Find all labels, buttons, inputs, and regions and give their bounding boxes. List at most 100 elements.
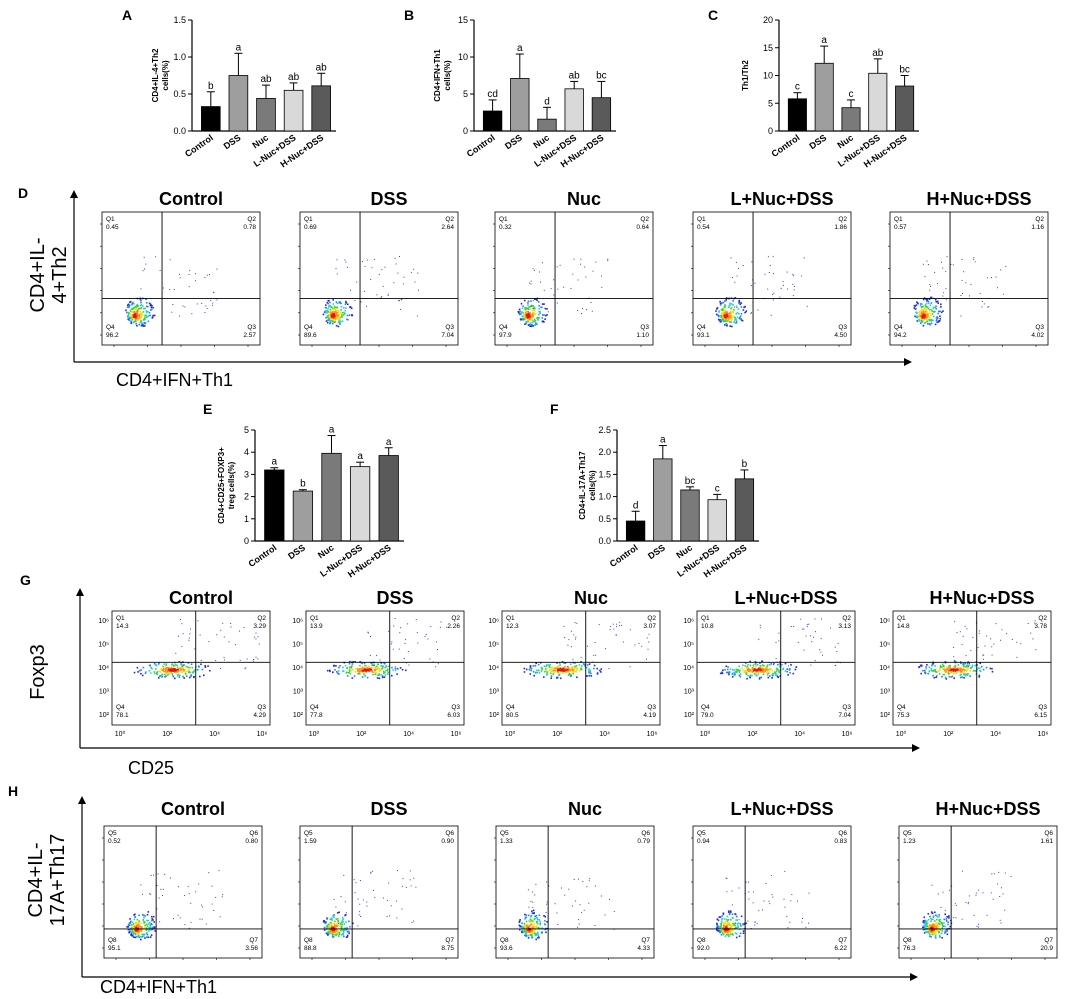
event-dot	[330, 923, 333, 926]
event-dot	[768, 664, 771, 666]
event-dot	[335, 301, 338, 303]
y-axis-label-line: cells(%)	[588, 470, 597, 501]
event-dot	[737, 922, 740, 924]
event-dot	[325, 304, 327, 306]
event-dot	[337, 315, 339, 318]
event-dot	[747, 668, 749, 670]
event-dot	[741, 319, 744, 322]
scatter-event	[646, 658, 647, 660]
scatter-event	[563, 286, 565, 288]
scatter-event	[927, 264, 929, 265]
event-dot	[916, 320, 919, 322]
scatter-event	[366, 901, 368, 903]
event-dot	[923, 314, 926, 316]
quadrant-name: Q2	[257, 615, 266, 622]
scatter-event	[991, 646, 993, 648]
event-dot	[570, 667, 572, 669]
event-dot	[770, 668, 772, 670]
scatter-event	[767, 256, 769, 258]
event-dot	[934, 323, 937, 326]
quadrant-value: 4.19	[643, 712, 656, 719]
event-dot	[172, 670, 175, 672]
event-dot	[160, 674, 163, 676]
event-dot	[135, 315, 138, 318]
scatter-event	[600, 895, 602, 897]
scatter-event	[751, 285, 753, 287]
event-dot	[152, 915, 155, 918]
scatter-event	[179, 273, 180, 275]
event-dot	[183, 669, 185, 672]
scatter-event	[359, 911, 361, 913]
event-dot	[136, 305, 138, 307]
y-tick-label: 2.5	[598, 425, 611, 435]
quadrant-value: 0.45	[106, 224, 119, 231]
quadrant-value: 8.75	[441, 945, 454, 952]
quadrant-value: 1.59	[304, 838, 317, 845]
event-dot	[529, 316, 531, 318]
scatter-event	[607, 259, 609, 261]
event-dot	[525, 313, 527, 316]
event-dot	[764, 670, 766, 673]
event-dot	[951, 670, 954, 673]
event-dot	[340, 305, 343, 308]
scatter-event	[787, 288, 789, 290]
event-dot	[184, 671, 186, 673]
scatter-event	[337, 923, 339, 924]
scatter-event	[397, 870, 398, 872]
scatter-event	[156, 908, 158, 910]
event-dot	[568, 672, 571, 674]
row-x-label: CD4+IFN+Th1	[116, 370, 233, 390]
event-dot	[944, 925, 947, 928]
quadrant-value: 1.16	[1031, 224, 1044, 231]
scatter-event	[384, 266, 386, 268]
event-dot	[164, 666, 166, 668]
event-dot	[376, 667, 379, 670]
y-axis-label: CD4+IL-17A+Th17cells(%)	[578, 451, 597, 520]
event-dot	[734, 673, 736, 676]
event-dot	[343, 935, 345, 938]
scatter-event	[806, 305, 808, 307]
scatter-event	[937, 283, 938, 285]
event-dot	[144, 314, 147, 317]
event-dot	[927, 323, 929, 325]
scatter-event	[792, 295, 794, 297]
event-dot	[329, 318, 331, 320]
scatter-event	[608, 668, 610, 670]
scatter-event	[734, 922, 736, 924]
panel-label: C	[708, 7, 718, 23]
scatter-event	[1016, 656, 1018, 658]
flow-plot-title: DSS	[376, 588, 413, 608]
event-dot	[755, 671, 758, 673]
event-dot	[972, 670, 975, 672]
y-tick-label: 10⁶	[488, 618, 499, 625]
event-dot	[523, 667, 526, 670]
event-dot	[518, 308, 521, 311]
event-dot	[337, 921, 339, 923]
scatter-event	[545, 912, 547, 913]
quadrant-name: Q2	[247, 216, 256, 223]
scatter-event	[534, 894, 536, 896]
event-dot	[137, 318, 139, 320]
scatter-event	[616, 623, 618, 625]
scatter-event	[983, 658, 984, 660]
event-dot	[939, 669, 941, 671]
event-dot	[337, 310, 339, 312]
event-dot	[746, 677, 748, 680]
event-dot	[954, 666, 956, 669]
quadrant-value: 0.54	[697, 224, 710, 231]
event-dot	[139, 298, 142, 301]
event-dot	[553, 667, 555, 669]
quadrant-value: 2.57	[243, 332, 256, 339]
event-dot	[361, 666, 364, 668]
scatter-event	[648, 641, 650, 643]
event-dot	[537, 319, 539, 321]
scatter-event	[754, 282, 756, 284]
scatter-event	[530, 283, 532, 285]
event-dot	[374, 666, 377, 668]
event-dot	[991, 667, 993, 670]
event-dot	[574, 665, 576, 668]
quadrant-name: Q1	[894, 216, 903, 223]
